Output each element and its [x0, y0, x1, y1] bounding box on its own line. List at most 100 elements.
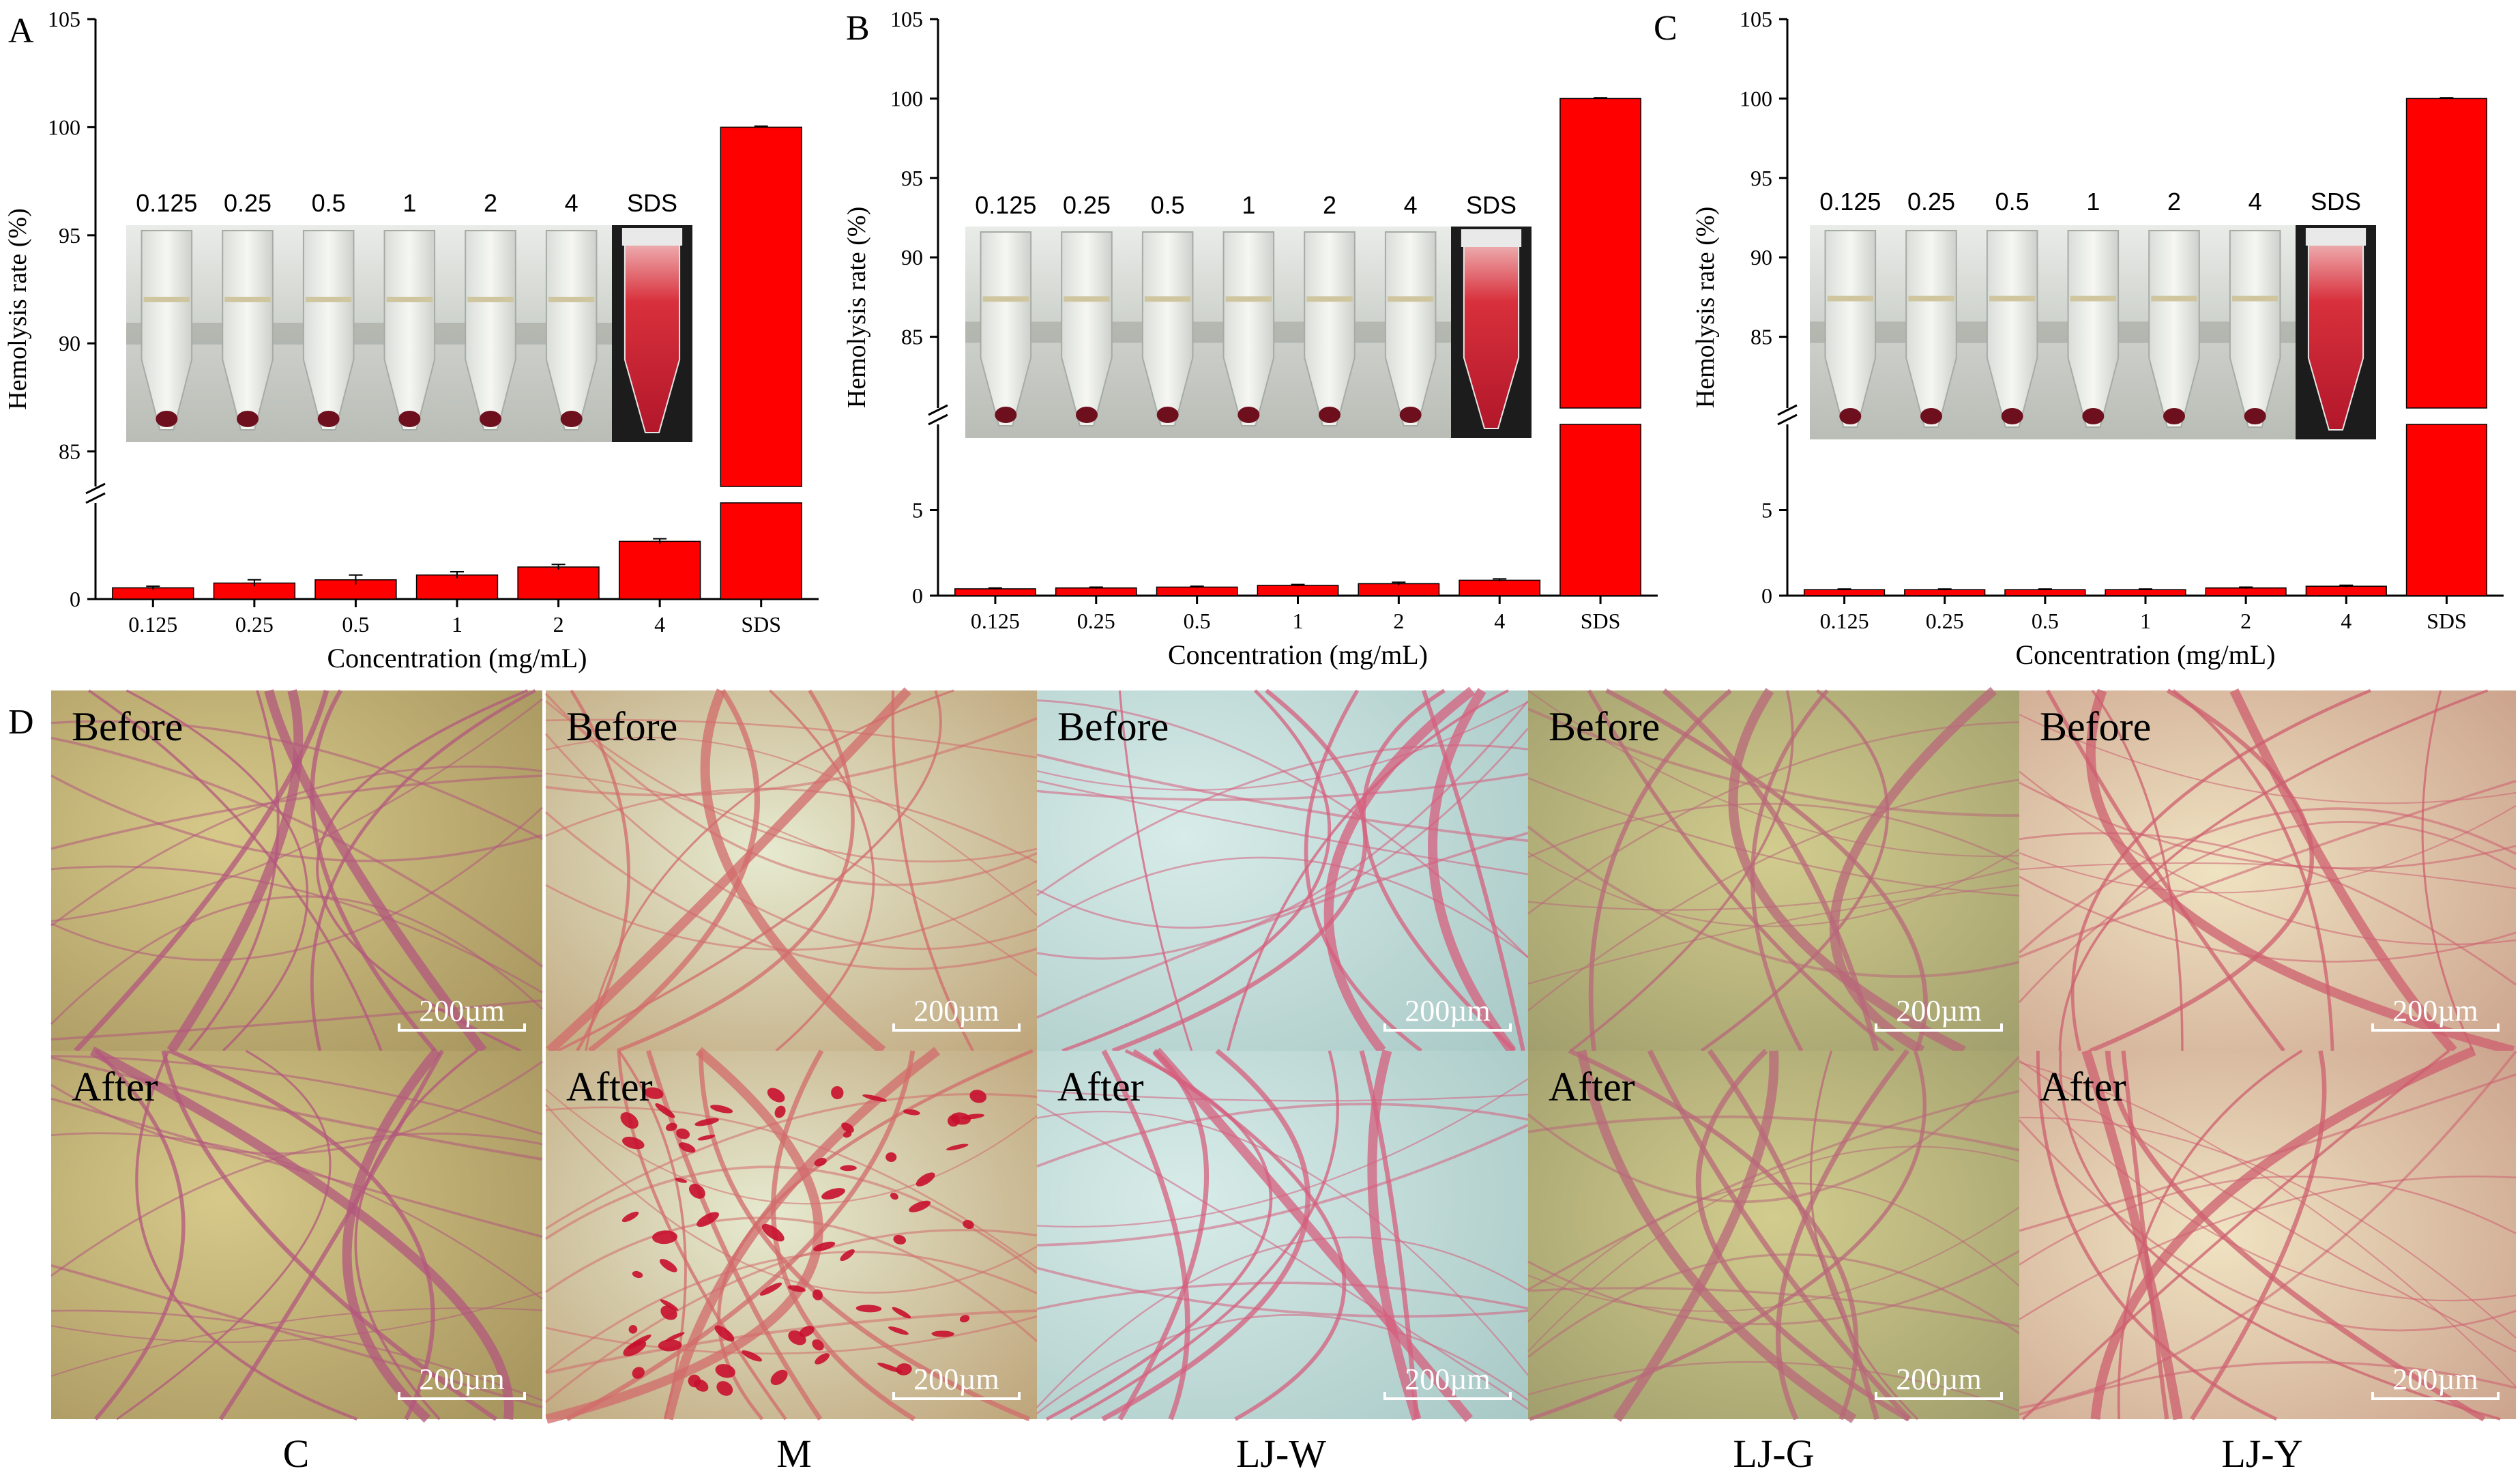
hemorrhage-spot — [888, 1326, 909, 1335]
capillary — [50, 1060, 543, 1155]
rbc-pellet — [237, 411, 259, 427]
axis-break-mark — [1777, 404, 1798, 416]
clear-tube — [1222, 231, 1275, 426]
x-tick-label: 0.5 — [2032, 609, 2059, 633]
y-axis-label: Hemolysis rate (%) — [843, 207, 871, 408]
capillary — [1036, 1103, 1529, 1168]
tube-label: 2 — [484, 189, 497, 217]
y-tick-label: 85 — [1750, 325, 1772, 349]
capillary — [1036, 1266, 1529, 1318]
clear-tube — [222, 230, 274, 431]
clear-tube — [383, 230, 436, 431]
clear-tube — [1141, 231, 1194, 426]
capillary — [50, 766, 543, 927]
capillary — [50, 736, 544, 968]
blood-vessel — [1605, 688, 1928, 1052]
hemorrhage-spot — [892, 1307, 911, 1319]
tube-label: SDS — [2311, 188, 2361, 216]
micrograph-before-0: Before 200µm — [50, 688, 544, 1054]
capillary — [1036, 700, 1529, 960]
capillary — [545, 1251, 1038, 1373]
capillary — [1036, 772, 1529, 801]
hemorrhage-spot — [621, 1137, 645, 1150]
capillary — [2018, 807, 2517, 954]
hemorrhage-spot — [893, 1234, 906, 1245]
axis-break-mark — [85, 492, 106, 504]
rbc-pellet — [1237, 407, 1260, 423]
hemorrhage-spot — [665, 1332, 685, 1342]
capillary — [545, 787, 1038, 864]
blood-vessel — [342, 1047, 441, 1423]
y-tick-label: 85 — [901, 325, 923, 349]
hemorrhage-spot — [660, 1299, 679, 1311]
hemorrhage-spot — [710, 1105, 733, 1114]
hemorrhage-spot — [660, 1305, 677, 1320]
capillary — [1036, 1089, 1529, 1102]
x-axis-label: Concentration (mg/mL) — [2015, 639, 2275, 670]
hemorrhage-spot — [761, 1223, 785, 1242]
capillary — [2019, 1116, 2517, 1339]
blood-vessel — [2172, 689, 2334, 1051]
tube-label: 0.25 — [224, 189, 272, 217]
hemorrhage-spot — [812, 1289, 823, 1300]
y-tick-label: 90 — [59, 331, 80, 355]
tube-meniscus — [305, 296, 352, 302]
hemolysis-chart-b: 0 5 85 90 95 100 105 Hemolysis rate (%) 0.125 0.2… — [843, 7, 1658, 670]
capillary — [50, 720, 543, 841]
capillary — [545, 700, 1038, 863]
x-tick-label: 0.5 — [1184, 609, 1211, 633]
capillary — [1527, 849, 2020, 927]
capillary — [544, 733, 1038, 950]
blood-vessel — [700, 688, 886, 1055]
x-tick-label: 1 — [2140, 609, 2151, 633]
micrograph-before-4: Before 200µm — [2018, 688, 2517, 1056]
y-tick-label: 90 — [1750, 245, 1772, 270]
hemorrhage-spot — [840, 1249, 855, 1262]
capillary — [50, 1056, 543, 1161]
tube-label: 1 — [1242, 191, 1255, 219]
tube-label: SDS — [1466, 191, 1517, 219]
capillary — [545, 718, 1038, 759]
capillary — [2019, 862, 2517, 890]
capillary — [2019, 714, 2517, 804]
blood-vessel — [354, 1049, 478, 1421]
scale-bar-label: 200µm — [2392, 994, 2478, 1028]
blood-vessel — [1323, 686, 1476, 1054]
x-tick-label: 4 — [1494, 609, 1505, 633]
blood-vessel — [545, 1047, 823, 1424]
y-tick-label: 100 — [890, 86, 923, 111]
bar — [1358, 583, 1440, 596]
blood-vessel — [1111, 688, 1368, 1053]
tube-photo-inset-a: 0.125 0.25 0.5 1 2 4 SDS — [126, 189, 692, 442]
rbc-pellet — [1920, 408, 1942, 424]
group-label-lj-g: LJ-G — [1733, 1431, 1814, 1476]
capillary — [50, 774, 543, 862]
capillary — [50, 1309, 543, 1401]
hemorrhage-spot — [812, 1339, 824, 1351]
hemorrhage-spot — [788, 1330, 806, 1345]
capillary — [2019, 832, 2517, 986]
bar — [1904, 589, 1986, 596]
axis-break-mark — [85, 482, 106, 495]
capillary — [2019, 1175, 2517, 1320]
y-tick-label: 85 — [59, 439, 80, 464]
clear-tube — [1061, 231, 1113, 426]
hemorrhage-spot — [959, 1315, 970, 1323]
hemorrhage-spot — [950, 1112, 971, 1125]
hemorrhage-spot — [840, 1165, 857, 1172]
clear-tube — [545, 230, 598, 431]
bar — [618, 540, 701, 600]
capillary — [1527, 1253, 2020, 1358]
y-axis-label: Hemolysis rate (%) — [3, 208, 32, 409]
hemorrhage-spot — [658, 1339, 682, 1352]
hemorrhage-spot — [621, 1211, 639, 1223]
hemorrhage-spot — [877, 1363, 903, 1373]
rbc-pellet — [1399, 407, 1422, 423]
rbc-pellet — [1319, 407, 1340, 423]
tube-meniscus — [548, 296, 595, 302]
capillary — [2019, 805, 2517, 894]
hemorrhage-spot — [620, 1112, 639, 1129]
micrograph-before-1: Before 200µm — [544, 687, 1038, 1055]
after-label: After — [1549, 1064, 1635, 1109]
